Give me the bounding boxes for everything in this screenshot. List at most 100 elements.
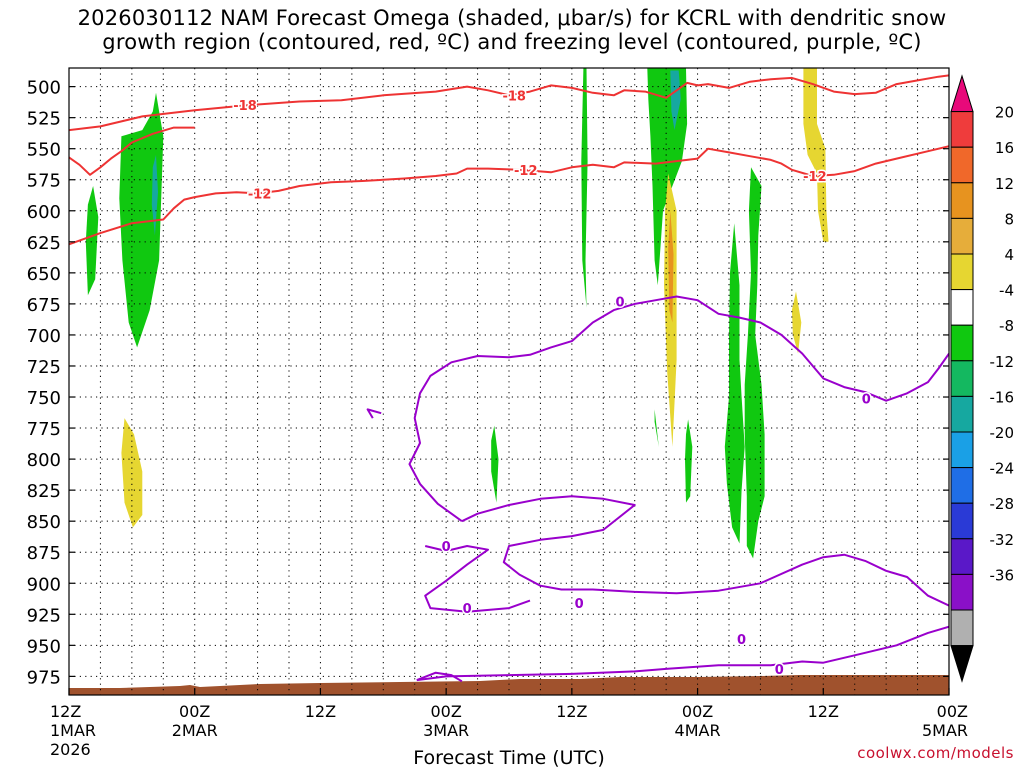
colorbar-label: 4 (1004, 246, 1014, 264)
contour-label: 0 (575, 597, 584, 612)
x-axis-title: Forecast Time (UTC) (413, 747, 604, 768)
colorbar-label: -4 (999, 282, 1014, 300)
colorbar-label: 16 (995, 139, 1014, 157)
omega-region-6 (647, 68, 688, 286)
omega-region-10 (668, 210, 674, 323)
colorbar-bin (950, 467, 974, 504)
x-tick-label: 12Z (808, 702, 839, 721)
colorbar-label: 12 (995, 175, 1014, 193)
colorbar-bin (950, 217, 974, 255)
colorbar-label: -24 (990, 460, 1015, 478)
y-tick-label: 525 (27, 109, 61, 130)
colorbar-bin (950, 324, 974, 362)
colorbar-bin (950, 573, 974, 611)
colorbar-label: -12 (990, 353, 1015, 371)
contours (69, 74, 949, 683)
contour-label: -12 (248, 187, 272, 202)
contour-label: 0 (775, 663, 784, 678)
x-tick-label: 00Z (937, 702, 968, 721)
omega-region-3 (121, 418, 143, 528)
y-tick-label: 875 (27, 543, 61, 564)
x-tick-label: 12Z (50, 702, 81, 721)
contour-line-2 (69, 145, 949, 246)
terrain-ground (69, 675, 949, 695)
omega-region-2 (151, 154, 158, 236)
contour-label: 0 (442, 540, 451, 555)
contour-label: 0 (862, 392, 871, 407)
colorbar-label: 8 (1004, 210, 1014, 228)
colorbar-bin (950, 182, 974, 219)
y-tick-label: 825 (27, 481, 61, 502)
chart-title-line-1: 2026030112 NAM Forecast Omega (shaded, μ… (77, 6, 947, 30)
y-tick-label: 925 (27, 605, 61, 626)
omega-region-15 (791, 291, 802, 354)
contour-line-4 (416, 625, 949, 682)
y-tick-label: 700 (27, 326, 61, 347)
colorbar-bin (950, 538, 974, 575)
y-tick-label: 625 (27, 233, 61, 254)
colorbar-label: -36 (990, 566, 1015, 584)
x-tick-label: 4MAR (675, 721, 721, 740)
colorbar-label: -28 (990, 495, 1015, 513)
omega-region-14 (803, 68, 829, 242)
colorbar: 20 16 12 8 4 -4 -8 -12 -16 -20 -24 -28 -32 -36 (950, 74, 1015, 683)
y-tick-label: 975 (27, 667, 61, 688)
colorbar-label: -8 (999, 317, 1014, 335)
omega-region-12 (724, 223, 745, 544)
y-tick-label: 650 (27, 264, 61, 285)
y-tick-label: 675 (27, 295, 61, 316)
colorbar-label: 20 (995, 104, 1014, 122)
contour-line-1 (69, 126, 195, 176)
omega-region-8 (654, 409, 659, 447)
x-tick-label: 1MAR (50, 721, 96, 740)
x-tick-label: 3MAR (423, 721, 469, 740)
omega-region-4 (491, 425, 499, 503)
contour-line-7 (461, 495, 949, 607)
y-tick-label: 575 (27, 171, 61, 192)
colorbar-label: -32 (990, 531, 1015, 549)
colorbar-label: -16 (990, 388, 1015, 406)
omega-region-5 (581, 68, 588, 308)
colorbar-bin (950, 289, 974, 326)
credit-text: coolwx.com/models (857, 744, 1014, 762)
contour-line-5 (366, 408, 382, 419)
contour-line-0 (69, 74, 949, 132)
contour-label: -12 (514, 164, 538, 179)
omega-region-11 (685, 419, 693, 503)
y-tick-label: 800 (27, 450, 61, 471)
omega-region-0 (85, 186, 99, 296)
y-tick-label: 900 (27, 574, 61, 595)
contour-label: 0 (463, 602, 472, 617)
plot-frame (68, 67, 950, 696)
x-tick-label: 00Z (179, 702, 210, 721)
y-tick-label: 775 (27, 419, 61, 440)
y-tick-label: 750 (27, 388, 61, 409)
grid (69, 68, 949, 695)
y-tick-label: 950 (27, 636, 61, 657)
contour-line-3 (416, 671, 463, 683)
omega-region-1 (119, 92, 164, 348)
y-tick-label: 500 (27, 78, 61, 99)
x-tick-label: 12Z (305, 702, 336, 721)
x-tick-label: 12Z (556, 702, 587, 721)
colorbar-bin (950, 431, 974, 469)
y-axis: 500 525 550 575 600 625 650 675 700 725 750 775 800 8… (27, 78, 949, 688)
x-tick-label: 2MAR (172, 721, 218, 740)
contour-line-8 (424, 545, 531, 613)
colorbar-bin (950, 74, 974, 113)
chart-title-line-2: growth region (contoured, red, ºC) and f… (102, 30, 922, 54)
omega-shading (85, 68, 829, 559)
colorbar-bin (950, 395, 974, 433)
x-tick-label: 00Z (430, 702, 461, 721)
contour-label: -18 (233, 99, 257, 114)
x-tick-label: 00Z (682, 702, 713, 721)
y-tick-label: 550 (27, 140, 61, 161)
contour-label: 0 (737, 633, 746, 648)
colorbar-bin (950, 645, 974, 683)
contour-label: -18 (502, 89, 526, 104)
colorbar-bin (950, 146, 974, 184)
contour-label: -12 (803, 170, 827, 185)
colorbar-bin (950, 253, 974, 291)
